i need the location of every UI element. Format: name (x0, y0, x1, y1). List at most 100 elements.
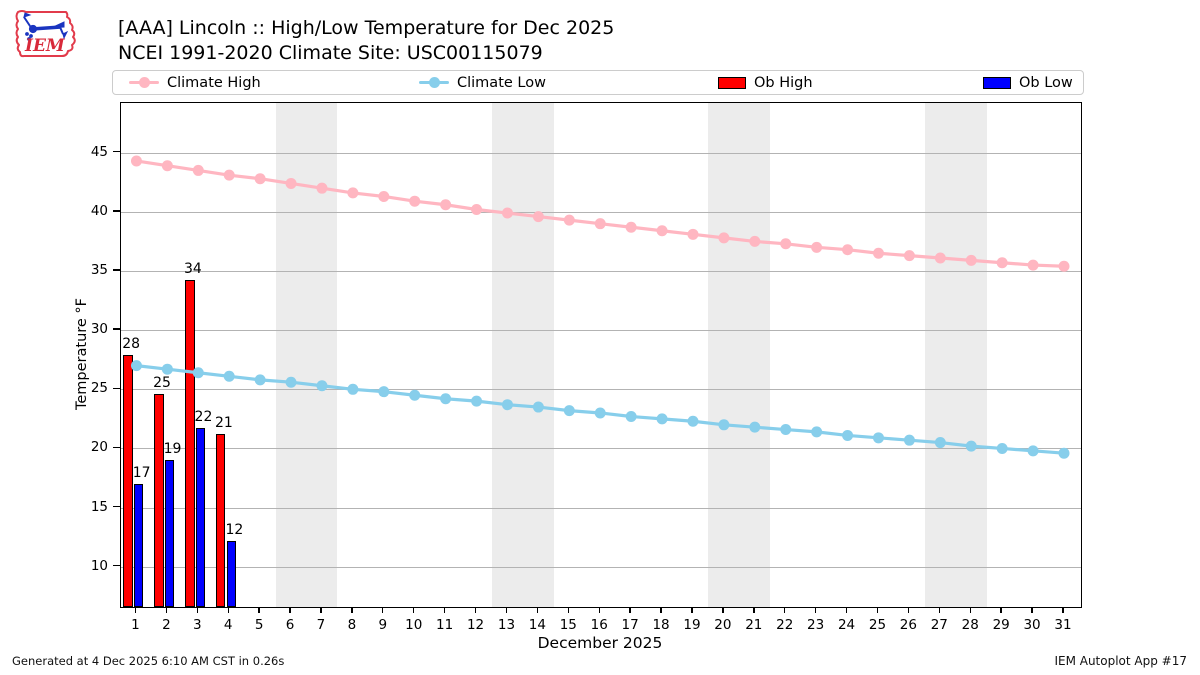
ob-high-bar (216, 434, 226, 607)
climate-high-marker (718, 232, 730, 244)
weather-vane-icon (23, 12, 69, 41)
y-tick-label: 30 (90, 321, 108, 338)
x-tick-label: 25 (868, 617, 887, 633)
y-gridline (121, 448, 1081, 450)
x-tick-label: 2 (162, 617, 171, 633)
x-tick-mark (536, 607, 539, 613)
x-tick-label: 18 (652, 617, 670, 633)
climate-high-marker (532, 211, 544, 223)
x-tick-label: 21 (745, 617, 763, 633)
x-tick-mark (443, 607, 446, 613)
climate-high-marker (594, 218, 606, 230)
y-tick-label: 45 (90, 143, 108, 160)
legend-entry-ob-low: Ob Low (983, 71, 1073, 94)
climate-high-marker (254, 173, 266, 185)
x-tick-mark (1000, 607, 1002, 613)
climate-high-marker (625, 221, 637, 233)
ob-low-bar (195, 428, 206, 607)
ob-high-bar (185, 280, 195, 607)
x-tick-label: 4 (223, 617, 233, 633)
x-tick-mark (969, 607, 971, 613)
climate-low-marker (192, 367, 204, 379)
legend-entry-climate-high: Climate High (129, 71, 261, 94)
x-tick-label: 12 (466, 617, 485, 633)
climate-low-marker (996, 442, 1008, 454)
climate-high-marker (687, 228, 699, 240)
ob-high-value-label: 28 (122, 336, 141, 352)
x-tick-label: 22 (776, 617, 794, 633)
climate-high-marker (440, 199, 452, 211)
legend-label: Ob Low (1019, 74, 1073, 91)
climate-high-marker (872, 247, 884, 259)
x-tick-label: 10 (405, 617, 423, 633)
climate-high-marker (563, 214, 575, 226)
climate-high-marker (780, 238, 792, 250)
x-tick-label: 9 (378, 617, 388, 633)
climate-high-marker (347, 187, 359, 199)
iem-logo: IEM (15, 10, 76, 58)
climate-high-marker (378, 190, 390, 202)
climate-high-marker (130, 155, 142, 167)
climate-high-marker (409, 195, 421, 207)
x-tick-mark (258, 607, 260, 613)
climate-low-marker (687, 415, 699, 427)
x-tick-label: 17 (621, 617, 639, 633)
y-gridline (121, 211, 1081, 213)
x-tick-mark (196, 607, 198, 613)
climate-low-marker (532, 401, 544, 413)
climate-low-marker (347, 383, 359, 395)
climate-high-marker (903, 250, 915, 262)
y-tick-mark (113, 446, 120, 449)
x-tick-mark (289, 607, 291, 613)
x-tick-mark (227, 607, 229, 613)
x-tick-label: 11 (436, 617, 454, 633)
climate-high-marker (811, 241, 823, 253)
ob-high-value-label: 25 (153, 375, 171, 392)
x-tick-mark (413, 607, 415, 613)
legend: Climate High Climate Low Ob High Ob Low (112, 70, 1084, 95)
x-tick-mark (320, 607, 322, 613)
legend-entry-ob-high: Ob High (718, 71, 813, 94)
x-tick-label: 7 (316, 617, 326, 633)
x-tick-label: 27 (930, 617, 948, 633)
x-tick-label: 23 (807, 617, 825, 633)
x-tick-mark (505, 607, 508, 613)
ob-low-bar (164, 460, 175, 607)
legend-label: Climate Low (457, 74, 546, 91)
ob-low-value-label: 17 (132, 464, 151, 481)
climate-high-marker (161, 160, 173, 172)
climate-low-marker (842, 429, 854, 441)
climate-high-marker (471, 203, 483, 215)
x-tick-mark (722, 607, 724, 613)
climate-high-line (136, 159, 1065, 268)
climate-low-marker (965, 440, 977, 452)
ob-high-value-label: 21 (214, 415, 233, 432)
x-tick-mark (814, 607, 817, 613)
climate-low-marker (471, 395, 483, 407)
x-tick-mark (845, 607, 848, 613)
weekend-band (708, 103, 771, 607)
climate-low-marker (501, 399, 513, 411)
plot-area: 28 25 34 21 17 19 22 12 (120, 102, 1082, 608)
y-gridline (121, 271, 1081, 272)
x-tick-mark (382, 607, 384, 613)
climate-low-marker (872, 432, 884, 444)
y-tick-mark (113, 150, 120, 153)
ob-low-bar (226, 540, 236, 607)
climate-low-marker (285, 376, 297, 388)
climate-low-marker (594, 407, 606, 419)
legend-box-swatch (718, 76, 746, 89)
x-tick-label: 29 (992, 617, 1010, 633)
climate-low-marker (749, 421, 761, 433)
climate-low-marker (625, 411, 637, 423)
x-tick-mark (134, 607, 137, 613)
y-gridline (121, 507, 1081, 509)
climate-low-marker (811, 426, 823, 438)
x-tick-mark (567, 607, 569, 613)
ob-high-bar (123, 355, 133, 607)
app-credit: IEM Autoplot App #17 (1054, 654, 1187, 668)
x-tick-label: 15 (559, 617, 577, 633)
chart-subtitle: NCEI 1991-2020 Climate Site: USC00115079 (118, 42, 543, 64)
y-tick-label: 20 (90, 439, 108, 456)
legend-marker-dot (428, 76, 440, 88)
